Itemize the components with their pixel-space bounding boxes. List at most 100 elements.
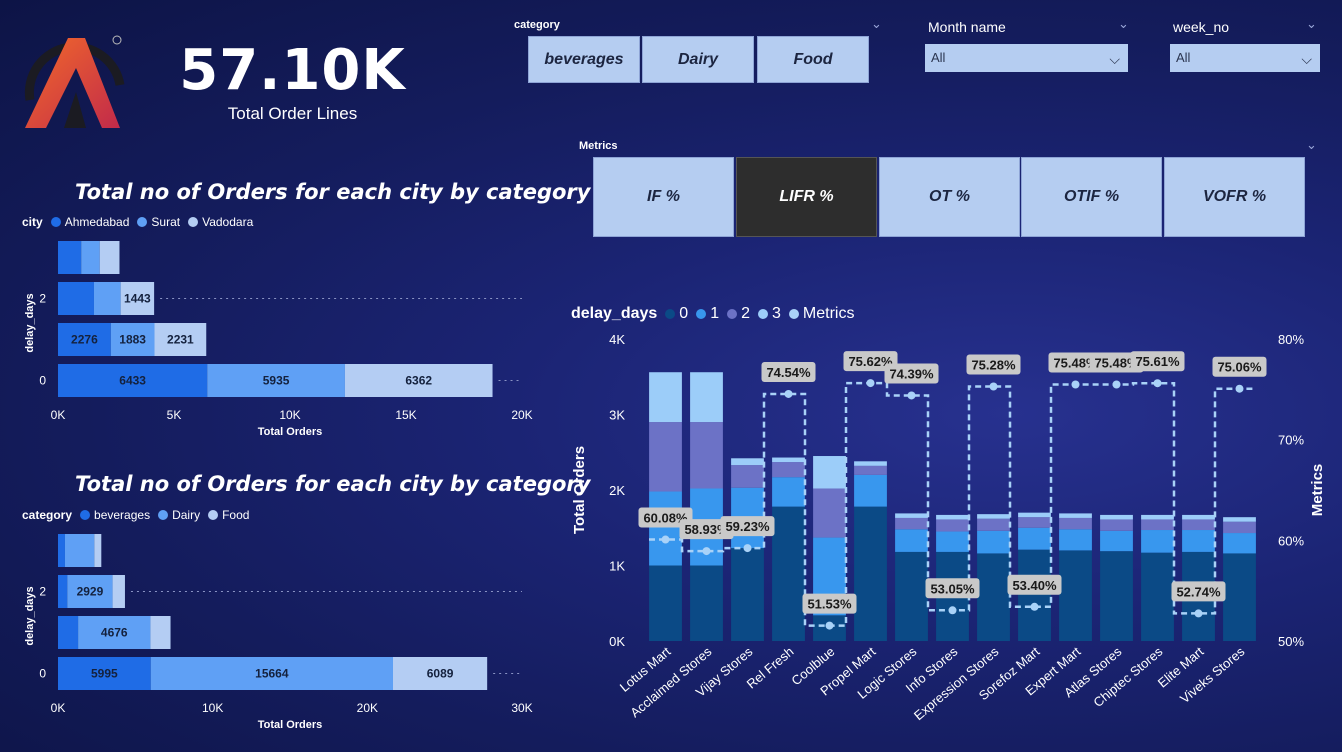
data-label-box xyxy=(1007,574,1062,595)
metrics-point xyxy=(1235,384,1244,393)
bar-segment xyxy=(895,551,928,641)
metrics-point xyxy=(1194,609,1203,618)
data-label: 5935 xyxy=(263,374,290,388)
bar-segment xyxy=(78,616,151,649)
bar-segment xyxy=(895,529,928,552)
chart3-legend: delay_days 0 1 2 3 Metrics xyxy=(571,305,854,323)
x-tick-label: 20K xyxy=(357,701,378,715)
metric-tile-if[interactable]: IF % xyxy=(593,157,734,237)
legend-swatch xyxy=(50,217,61,227)
chevron-down-icon: ⌵ xyxy=(1301,51,1312,67)
week-slicer-title: week_no xyxy=(1173,19,1230,35)
data-label-box xyxy=(966,354,1021,375)
bar-segment xyxy=(772,477,805,507)
chart2-bar-chart: 2929 2 4676 5995 15664 6089 0 0K 10K 20K 30K Total … xyxy=(24,534,533,731)
category-tile-dairy[interactable]: Dairy xyxy=(642,36,754,83)
chevron-down-icon[interactable]: ⌄ xyxy=(1306,16,1317,31)
legend-swatch xyxy=(788,309,799,319)
legend-item: 3 xyxy=(772,305,781,322)
metrics-point xyxy=(743,544,752,553)
bar-segment xyxy=(81,241,100,274)
bar-segment xyxy=(936,519,969,532)
y-tick-label: 0 xyxy=(39,667,46,681)
data-label: 59.23% xyxy=(725,519,770,534)
y-tick-label: 2K xyxy=(609,483,625,498)
bar-segment xyxy=(207,364,345,397)
legend-swatch xyxy=(727,309,738,319)
data-label: 5995 xyxy=(91,667,118,681)
bar-segment xyxy=(1059,513,1092,518)
data-label: 74.39% xyxy=(889,366,934,381)
data-label-box xyxy=(802,593,857,614)
month-dropdown[interactable]: All ⌵ xyxy=(925,44,1128,72)
metric-tile-lifr[interactable]: LIFR % xyxy=(736,157,877,237)
bar-segment xyxy=(772,457,805,463)
metrics-point xyxy=(948,606,957,615)
y-tick-label: 1K xyxy=(609,559,625,574)
bar-segment xyxy=(977,518,1010,531)
month-slicer-title: Month name xyxy=(928,19,1006,35)
legend-swatch xyxy=(137,217,148,227)
bar-segment xyxy=(112,575,125,608)
legend-item: Food xyxy=(222,508,250,522)
y-tick-label: 2 xyxy=(39,292,46,306)
chart2-title: Total no of Orders for each city by cate… xyxy=(75,472,591,496)
data-label: 75.06% xyxy=(1217,360,1262,375)
data-label: 53.05% xyxy=(930,581,975,596)
bar-segment xyxy=(58,616,79,649)
chevron-down-icon[interactable]: ⌄ xyxy=(871,16,882,31)
metric-tile-vofr[interactable]: VOFR % xyxy=(1164,157,1305,237)
category-slicer-title: category xyxy=(514,19,560,31)
bar-segment xyxy=(120,282,155,315)
bar-segment xyxy=(99,241,120,274)
legend-item: Dairy xyxy=(172,508,201,522)
y-tick-label: 4K xyxy=(609,332,625,347)
data-label: 6089 xyxy=(427,667,454,681)
metric-tile-ot[interactable]: OT % xyxy=(879,157,1020,237)
legend-item: Surat xyxy=(151,215,181,229)
metrics-point xyxy=(907,391,916,400)
legend-item: Ahmedabad xyxy=(64,215,130,229)
bar-segment xyxy=(813,456,846,489)
category-tile-food[interactable]: Food xyxy=(757,36,869,83)
data-label: 75.28% xyxy=(971,358,1016,373)
bar-segment xyxy=(813,488,846,538)
metric-tile-otif[interactable]: OTIF % xyxy=(1021,157,1162,237)
bar-segment xyxy=(1141,514,1174,520)
data-label: 52.74% xyxy=(1176,584,1221,599)
bar-segment xyxy=(649,372,682,423)
legend-item: Metrics xyxy=(802,305,855,322)
bar-segment xyxy=(649,565,682,641)
legend-swatch xyxy=(188,217,199,227)
tile-label: IF % xyxy=(647,188,680,205)
bar-segment xyxy=(977,530,1010,554)
bar-segment xyxy=(731,548,764,641)
category-tile-beverages[interactable]: beverages xyxy=(528,36,640,83)
data-label: 51.53% xyxy=(807,597,852,612)
y2-tick-label: 80% xyxy=(1278,332,1304,347)
kpi-value: 57.10K xyxy=(179,38,406,103)
legend-item: beverages xyxy=(94,508,151,522)
bar-segment xyxy=(94,534,102,567)
bar-segment xyxy=(150,657,393,690)
data-label: 75.48% xyxy=(1053,356,1098,371)
chevron-down-icon: ⌵ xyxy=(1109,51,1120,67)
bar-segment xyxy=(1100,514,1133,520)
bar-segment xyxy=(1018,512,1051,518)
bar-segment xyxy=(1141,519,1174,531)
metrics-point xyxy=(1030,602,1039,611)
data-label-box xyxy=(925,578,980,599)
data-label: 4676 xyxy=(101,626,128,640)
bar-segment xyxy=(977,553,1010,641)
data-label: 75.48% xyxy=(1094,356,1139,371)
y-tick-label: 2 xyxy=(39,585,46,599)
data-label-box xyxy=(843,351,898,372)
week-dropdown[interactable]: All ⌵ xyxy=(1170,44,1320,72)
bar-segment xyxy=(344,364,493,397)
chart1-legend: city Ahmedabad Surat Vadodara xyxy=(22,215,253,229)
bar-segment xyxy=(690,422,723,489)
chevron-down-icon[interactable]: ⌄ xyxy=(1118,16,1129,31)
chevron-down-icon[interactable]: ⌄ xyxy=(1306,137,1317,152)
y-tick-label: 0 xyxy=(39,374,46,388)
tile-label: LIFR % xyxy=(779,188,834,205)
